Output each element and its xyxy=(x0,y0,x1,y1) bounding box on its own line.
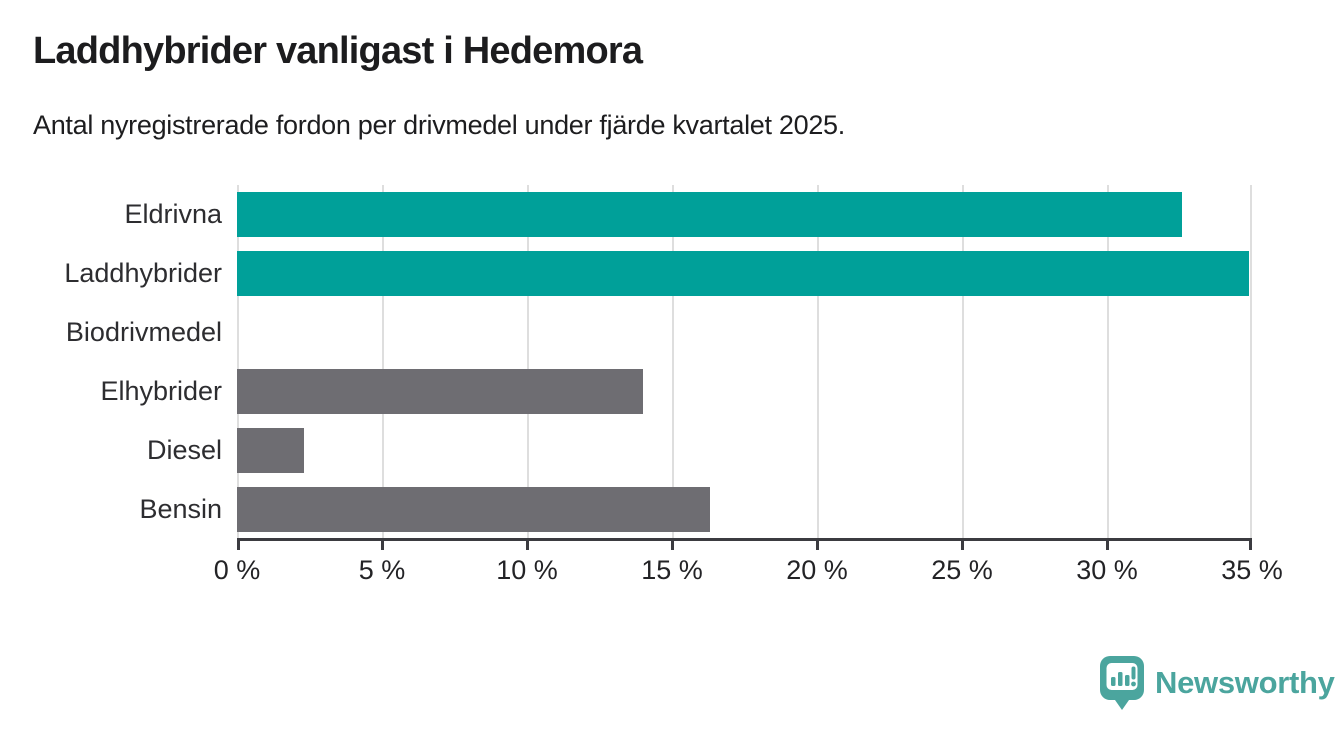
plot-area xyxy=(237,185,1252,538)
gridline-10 xyxy=(527,185,529,538)
bar-eldrivna xyxy=(237,192,1183,237)
axis-tick-0 xyxy=(237,541,240,550)
gridline-35 xyxy=(1250,185,1252,538)
bar-chart: Eldrivna Laddhybrider Biodrivmedel Elhybrid… xyxy=(0,185,1340,605)
tick-label-15: 15 % xyxy=(641,555,703,585)
axis-tick-5 xyxy=(380,541,384,550)
category-label-bensin: Bensin xyxy=(139,494,222,524)
x-axis-line xyxy=(237,538,1252,541)
bar-bensin xyxy=(237,487,710,532)
tick-label-35: 35 % xyxy=(1221,555,1283,585)
gridline-5 xyxy=(382,185,384,538)
brand-logo: Newsworthy xyxy=(1100,656,1335,710)
tick-label-0: 0 % xyxy=(213,555,261,585)
brand-name: Newsworthy xyxy=(1155,665,1335,700)
tick-label-30: 30 % xyxy=(1076,555,1138,585)
tick-label-20: 20 % xyxy=(786,555,848,585)
gridline-0 xyxy=(237,185,239,538)
category-label-laddhybrider: Laddhybrider xyxy=(64,258,222,288)
category-label-elhybrider: Elhybrider xyxy=(100,376,222,406)
bar-elhybrider xyxy=(237,369,643,414)
tick-label-10: 10 % xyxy=(496,555,558,585)
chart-subtitle: Antal nyregistrerade fordon per drivmede… xyxy=(33,110,845,140)
category-label-eldrivna: Eldrivna xyxy=(124,199,222,229)
bar-diesel xyxy=(237,428,304,473)
gridline-30 xyxy=(1107,185,1109,538)
newsworthy-pin-icon xyxy=(1100,656,1144,710)
axis-tick-25 xyxy=(960,541,964,550)
gridline-20 xyxy=(817,185,819,538)
category-label-biodrivmedel: Biodrivmedel xyxy=(65,317,222,347)
gridline-25 xyxy=(962,185,964,538)
axis-tick-10 xyxy=(525,541,529,550)
tick-label-25: 25 % xyxy=(931,555,993,585)
axis-tick-15 xyxy=(670,541,674,550)
category-label-diesel: Diesel xyxy=(146,435,222,465)
tick-label-5: 5 % xyxy=(358,555,406,585)
axis-tick-30 xyxy=(1105,541,1109,550)
axis-tick-35 xyxy=(1249,541,1252,550)
bar-laddhybrider xyxy=(237,251,1250,296)
page-title: Laddhybrider vanligast i Hedemora xyxy=(33,30,643,72)
axis-tick-20 xyxy=(815,541,819,550)
gridline-15 xyxy=(672,185,674,538)
